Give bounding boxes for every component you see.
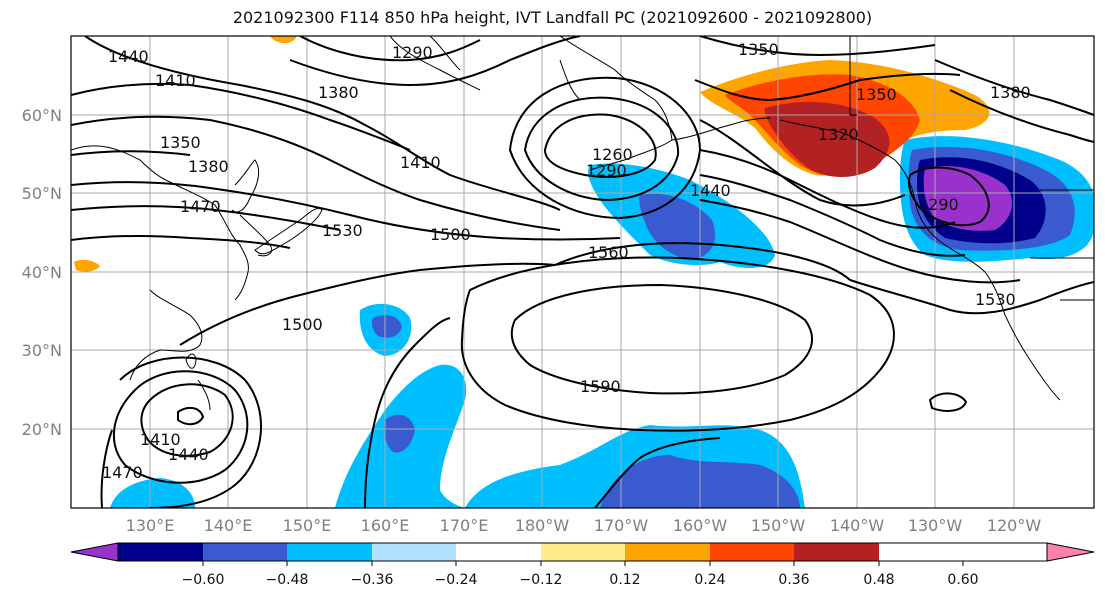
colorbar-tick-label: −0.48 (266, 572, 309, 588)
contour-label: 1290 (586, 161, 627, 180)
lat-label: 30°N (22, 341, 62, 360)
colorbar: −0.60 −0.48 −0.36 −0.24 −0.12 0.12 0.24 … (70, 542, 1095, 588)
contour-label: 1440 (168, 445, 209, 464)
lon-label: 160°W (673, 516, 728, 535)
longitude-labels: 130°E 140°E 150°E 160°E 170°E 180°W 170°… (126, 516, 1042, 535)
lat-label: 40°N (22, 263, 62, 282)
contour-label: 1380 (990, 83, 1031, 102)
colorbar-bin (372, 543, 456, 561)
contour-label: 1440 (690, 181, 731, 200)
lat-label: 60°N (22, 106, 62, 125)
contour-label: 1500 (282, 315, 323, 334)
colorbar-bin (541, 543, 625, 561)
colorbar-tick-label: 0.24 (694, 572, 725, 588)
contour-label: 1290 (918, 195, 959, 214)
contour-label: 1350 (160, 133, 201, 152)
map-title: 2021092300 F114 850 hPa height, IVT Land… (232, 8, 873, 27)
latitude-labels: 60°N 50°N 40°N 30°N 20°N (22, 106, 62, 439)
contour-label: 1320 (818, 125, 859, 144)
contour-label: 1530 (975, 290, 1016, 309)
colorbar-bin (118, 543, 203, 561)
colorbar-tick-label: 0.12 (609, 572, 640, 588)
colorbar-tick-label: 0.60 (947, 572, 978, 588)
colorbar-bin (794, 543, 879, 561)
lat-label: 20°N (22, 420, 62, 439)
colorbar-bin (710, 543, 794, 561)
contour-label: 1410 (140, 430, 181, 449)
contour-label: 1500 (430, 225, 471, 244)
lon-label: 160°E (361, 516, 410, 535)
colorbar-tick-label: −0.36 (351, 572, 394, 588)
lon-label: 120°W (987, 516, 1042, 535)
contour-label: 1560 (588, 243, 629, 262)
contour-label: 1260 (592, 145, 633, 164)
contour-label: 1350 (738, 40, 779, 59)
lon-label: 180°W (515, 516, 570, 535)
colorbar-frame (117, 542, 1048, 562)
colorbar-bin (203, 543, 287, 561)
contour-label: 1590 (580, 377, 621, 396)
colorbar-extend-min (70, 542, 119, 562)
lat-label: 50°N (22, 184, 62, 203)
colorbar-bin (625, 543, 710, 561)
lon-label: 130°E (126, 516, 175, 535)
contour-label: 1380 (188, 157, 229, 176)
colorbar-tick-label: −0.12 (520, 572, 563, 588)
contour-label: 1410 (400, 153, 441, 172)
contour-label: 1440 (108, 47, 149, 66)
colorbar-bin (287, 543, 372, 561)
colorbar-tick-label: −0.60 (182, 572, 225, 588)
lon-label: 130°W (908, 516, 963, 535)
lon-label: 150°W (751, 516, 806, 535)
lon-label: 140°E (204, 516, 253, 535)
colorbar-extend-max (1046, 542, 1095, 562)
coastlines (71, 36, 1094, 411)
contour-labels: 1440 1410 1290 1350 1380 1350 1380 1350 … (102, 40, 1031, 482)
contour-label: 1380 (318, 83, 359, 102)
lon-label: 170°E (440, 516, 489, 535)
contour-label: 1410 (155, 71, 196, 90)
colorbar-tick-label: 0.48 (863, 572, 894, 588)
lon-label: 170°W (594, 516, 649, 535)
contour-label: 1350 (856, 85, 897, 104)
colorbar-tick-label: 0.36 (778, 572, 809, 588)
contour-label: 1470 (180, 197, 221, 216)
colorbar-bin (456, 543, 541, 561)
lon-label: 150°E (283, 516, 332, 535)
lon-label: 140°W (830, 516, 885, 535)
contour-label: 1290 (392, 43, 433, 62)
map-frame (70, 35, 1095, 509)
contour-label: 1470 (102, 463, 143, 482)
colorbar-tick-label: −0.24 (435, 572, 478, 588)
height-contours (71, 36, 1094, 508)
contour-label: 1530 (322, 221, 363, 240)
